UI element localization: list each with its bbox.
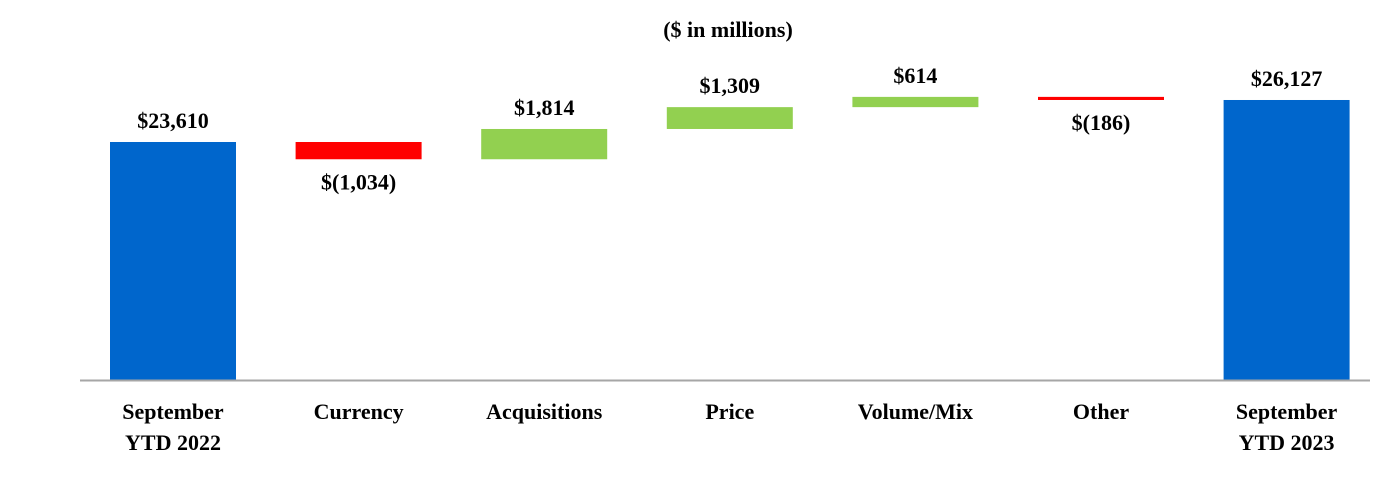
category-label-1: Currency: [314, 399, 404, 424]
data-label-5: $(186): [1072, 110, 1131, 135]
bar-5: [1038, 96, 1164, 100]
data-label-2: $1,814: [514, 95, 575, 120]
category-label-0: YTD 2022: [125, 430, 221, 455]
bar-2: [481, 128, 608, 160]
chart-title: ($ in millions): [663, 17, 793, 42]
category-label-5: Other: [1073, 399, 1129, 424]
category-label-6: September: [1236, 399, 1338, 424]
bar-6: [1223, 99, 1350, 380]
data-label-6: $26,127: [1251, 66, 1323, 91]
category-label-0: September: [122, 399, 224, 424]
category-label-2: Acquisitions: [486, 399, 603, 424]
category-label-6: YTD 2023: [1239, 430, 1335, 455]
data-label-0: $23,610: [137, 108, 209, 133]
data-label-1: $(1,034): [321, 169, 396, 194]
data-label-3: $1,309: [700, 73, 761, 98]
bar-0: [110, 142, 236, 380]
bar-1: [295, 142, 422, 160]
category-label-3: Price: [705, 399, 754, 424]
bar-3: [666, 107, 793, 129]
data-label-4: $614: [893, 63, 937, 88]
category-label-4: Volume/Mix: [858, 399, 973, 424]
bar-4: [852, 96, 979, 108]
